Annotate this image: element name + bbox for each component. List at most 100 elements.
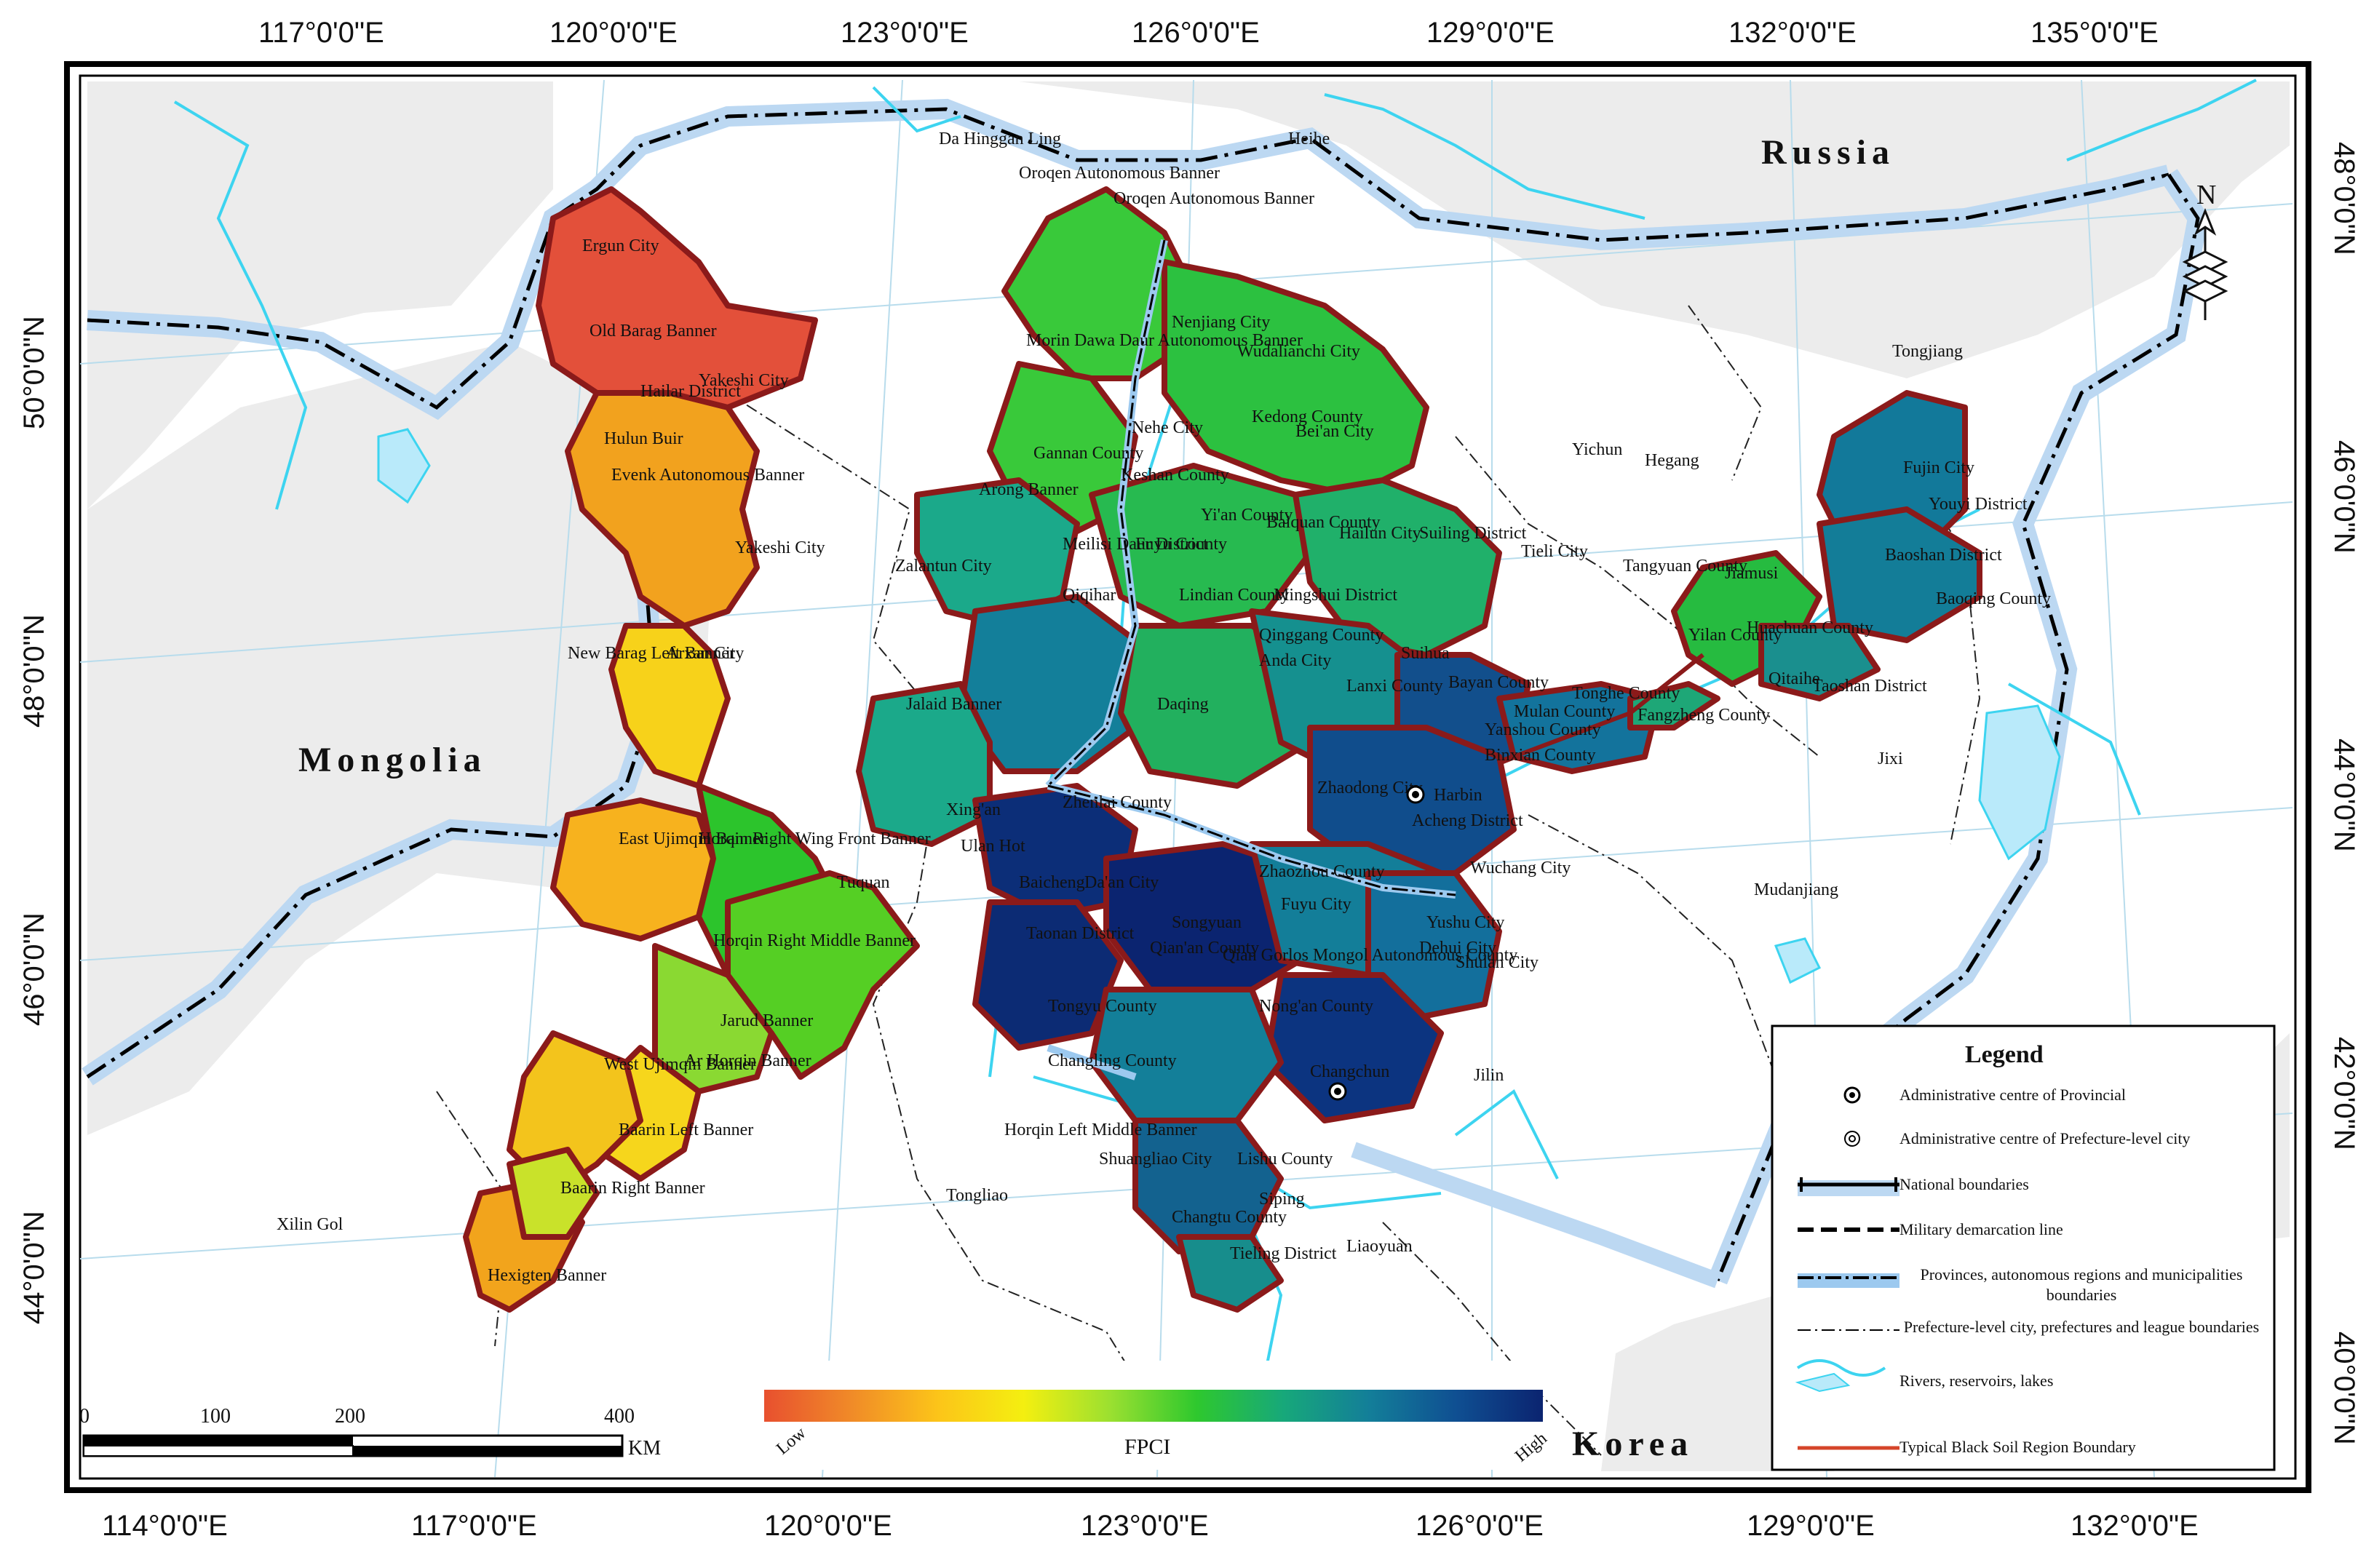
place-label: Qiqihar bbox=[1063, 586, 1116, 605]
place-label: Suihua bbox=[1401, 644, 1450, 663]
place-label: Hexigten Banner bbox=[488, 1266, 606, 1285]
place-label: Old Barag Banner bbox=[589, 322, 717, 341]
place-label: Baarin Left Banner bbox=[619, 1121, 753, 1139]
place-label: Dehui City bbox=[1419, 939, 1496, 958]
legend: Legend Administrative centre of Provinci… bbox=[1771, 1024, 2276, 1471]
provincial-centre-marker-harbin bbox=[1406, 785, 1425, 804]
axis-ticks-bottom: 114°0'0"E 117°0'0"E 120°0'0"E 123°0'0"E 126°… bbox=[102, 1510, 2199, 1542]
place-label: Siping bbox=[1259, 1190, 1305, 1209]
place-label: Baoshan District bbox=[1885, 546, 2002, 565]
axis-tick-bottom: 123°0'0"E bbox=[1081, 1510, 1209, 1542]
axis-ticks-right: 48°0'0"N 46°0'0"N 44°0'0"N 42°0'0"N 40°0'0"N bbox=[2328, 142, 2360, 1445]
colorbar-gradient-bar bbox=[764, 1390, 1543, 1422]
region-qitaihe bbox=[1758, 623, 1881, 701]
legend-symbol-province-boundary bbox=[1798, 1273, 1899, 1288]
axis-tick-top: 123°0'0"E bbox=[841, 17, 969, 49]
place-label: Youyi District bbox=[1929, 495, 2028, 514]
place-label: West Ujimqin Banner bbox=[604, 1055, 756, 1074]
place-label: Nenjiang City bbox=[1172, 313, 1270, 332]
place-label: Yakeshi City bbox=[735, 538, 825, 557]
place-label: Kedong County bbox=[1252, 407, 1363, 426]
place-label: Jarud Banner bbox=[720, 1011, 813, 1030]
axis-tick-top: 120°0'0"E bbox=[549, 17, 678, 49]
place-label: Tangyuan County bbox=[1623, 557, 1747, 576]
place-label: Da Hinggan Ling bbox=[939, 130, 1061, 148]
axis-tick-bottom: 117°0'0"E bbox=[411, 1510, 537, 1542]
place-label: Qinggang County bbox=[1259, 626, 1383, 645]
place-label: Hailun City bbox=[1339, 524, 1421, 543]
place-label: Gannan County bbox=[1033, 444, 1143, 463]
place-label: Bayan County bbox=[1448, 673, 1549, 692]
place-labels: Da Hinggan Ling Oroqen Autonomous Banner H… bbox=[277, 130, 2051, 1285]
place-label: Baoqing County bbox=[1936, 589, 2051, 608]
place-label: Yakeshi City bbox=[699, 371, 789, 390]
place-label: Baicheng bbox=[1019, 873, 1085, 892]
place-label: Wuchang City bbox=[1470, 859, 1571, 877]
region-ergun-barag bbox=[536, 186, 818, 410]
place-label: Nong'an County bbox=[1259, 997, 1373, 1016]
black-soil-region bbox=[463, 186, 1982, 1313]
city-markers bbox=[1328, 785, 1425, 1101]
legend-item-prefecture-boundaries-fo: Prefecture-level city, prefectures and l… bbox=[1903, 1318, 2260, 1336]
legend-item-prefecture-boundaries: Prefecture-level city, prefectures and l… bbox=[1903, 1318, 2260, 1336]
axis-tick-bottom: 132°0'0"E bbox=[2071, 1510, 2199, 1542]
place-label: Horqin Right Middle Banner bbox=[713, 931, 916, 950]
place-label: Lanxi County bbox=[1346, 677, 1443, 696]
place-label: Yi'an County bbox=[1201, 506, 1293, 525]
scale-unit: KM bbox=[628, 1437, 661, 1460]
provincial-centre-marker-changchun bbox=[1328, 1082, 1347, 1101]
place-label: Xilin Gol bbox=[277, 1215, 344, 1234]
place-label: Oroqen Autonomous Banner bbox=[1113, 189, 1314, 208]
place-label: Qian Gorlos Mongol Autonomous County bbox=[1223, 946, 1517, 965]
place-label: Tieling District bbox=[1230, 1244, 1337, 1263]
place-label: Shulan City bbox=[1456, 953, 1539, 972]
place-label: Da'an City bbox=[1084, 873, 1159, 892]
place-label: Lishu County bbox=[1237, 1150, 1333, 1169]
place-label: Tongyu County bbox=[1048, 997, 1157, 1016]
axis-tick-top: 135°0'0"E bbox=[2030, 17, 2159, 49]
legend-item-province-boundaries-fo: Provinces, autonomous regions and munici… bbox=[1921, 1265, 2243, 1304]
north-arrow-label: N bbox=[2196, 180, 2216, 210]
region-new-barag-arxan bbox=[608, 623, 731, 789]
place-label: Arxan City bbox=[666, 644, 744, 663]
axis-tick-top: 129°0'0"E bbox=[1426, 17, 1555, 49]
place-label: Suiling District bbox=[1419, 524, 1527, 543]
russia-west-area bbox=[87, 81, 553, 509]
region-outline-links bbox=[1512, 653, 1704, 759]
place-label: Hulun Buir bbox=[604, 429, 683, 448]
scale-tick-0: 0 bbox=[79, 1405, 90, 1428]
place-label: New Barag Left Banner bbox=[568, 644, 735, 663]
place-label: Ulan Hot bbox=[961, 837, 1025, 856]
place-label: Hegang bbox=[1645, 451, 1699, 470]
axis-tick-top: 117°0'0"E bbox=[258, 17, 384, 49]
axis-tick-bottom: 126°0'0"E bbox=[1416, 1510, 1544, 1542]
country-label-mongolia: Mongolia bbox=[298, 741, 487, 779]
place-label: Fujin City bbox=[1903, 458, 1974, 477]
legend-item-black-soil-boundary: Typical Black Soil Region Boundary bbox=[1899, 1438, 2136, 1456]
north-arrow: N bbox=[2182, 180, 2228, 320]
place-label: Jixi bbox=[1878, 749, 1903, 768]
axis-tick-right: 42°0'0"N bbox=[2328, 1037, 2360, 1150]
legend-symbol-rivers bbox=[1795, 1359, 1886, 1393]
scale-tick-400: 400 bbox=[604, 1405, 635, 1428]
place-label: Xing'an bbox=[946, 800, 1001, 819]
region-hailun-suiling bbox=[1293, 477, 1502, 658]
place-label: Baarin Right Banner bbox=[560, 1179, 705, 1198]
place-label: Ar Horqin Banner bbox=[684, 1051, 811, 1070]
region-tieling bbox=[1176, 1234, 1284, 1313]
axis-tick-top: 132°0'0"E bbox=[1728, 17, 1857, 49]
place-label: Ergun City bbox=[582, 236, 659, 255]
place-label: Jalaid Banner bbox=[906, 695, 1001, 714]
place-label: Tieli City bbox=[1521, 542, 1588, 561]
lakes bbox=[377, 428, 2061, 984]
place-label: Lindian County bbox=[1179, 586, 1289, 605]
place-label: Taonan District bbox=[1026, 924, 1135, 943]
place-label: Mulan County bbox=[1514, 702, 1615, 721]
country-label-korea: Korea bbox=[1572, 1425, 1694, 1463]
place-label: Binxian County bbox=[1485, 746, 1596, 765]
place-label: Yanshou County bbox=[1485, 720, 1601, 739]
place-label: Acheng District bbox=[1412, 811, 1523, 830]
place-label: Anda City bbox=[1259, 651, 1331, 670]
place-label: Shuangliao City bbox=[1099, 1150, 1212, 1169]
